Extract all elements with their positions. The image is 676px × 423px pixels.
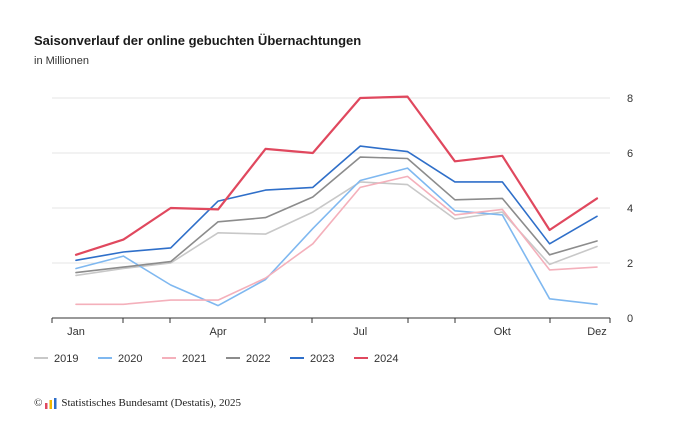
series-line-2024 <box>74 95 599 256</box>
destatis-logo-icon <box>45 397 57 409</box>
series-line-2020 <box>75 167 598 307</box>
y-axis-tick-labels: 0 2 4 6 8 <box>627 93 633 325</box>
legend-label-2021: 2021 <box>182 353 206 365</box>
x-tick-label: Okt <box>494 326 511 338</box>
copyright-symbol: © <box>34 397 43 409</box>
series-line-2022 <box>75 156 598 274</box>
y-tick-label: 2 <box>627 258 633 270</box>
series-line-2021 <box>75 175 598 306</box>
legend-label-2024: 2024 <box>374 353 398 365</box>
x-axis <box>51 317 611 323</box>
x-tick-label: Apr <box>210 326 227 338</box>
y-tick-label: 6 <box>627 148 633 160</box>
y-tick-label: 4 <box>627 203 633 215</box>
series-line-2023 <box>75 145 598 262</box>
x-tick-label: Jan <box>67 326 85 338</box>
x-tick-label: Jul <box>353 326 367 338</box>
chart-title: Saisonverlauf der online gebuchten Übern… <box>34 33 362 48</box>
source-footer: © Statistisches Bundesamt (Destatis), 20… <box>34 397 241 409</box>
y-tick-label: 0 <box>627 313 633 325</box>
legend-label-2023: 2023 <box>310 353 334 365</box>
series-lines <box>74 95 599 307</box>
legend-label-2019: 2019 <box>54 353 78 365</box>
y-tick-label: 8 <box>627 93 633 105</box>
source-text: Statistisches Bundesamt (Destatis), 2025 <box>61 397 242 409</box>
legend-label-2020: 2020 <box>118 353 142 365</box>
chart-subtitle: in Millionen <box>34 55 90 67</box>
x-tick-label: Dez <box>587 326 607 338</box>
series-line-2019 <box>75 181 598 277</box>
legend: 2019 2020 2021 2022 2023 2024 <box>34 353 398 365</box>
legend-label-2022: 2022 <box>246 353 270 365</box>
x-axis-tick-labels: Jan Apr Jul Okt Dez <box>67 326 607 338</box>
grid-lines <box>52 97 610 264</box>
